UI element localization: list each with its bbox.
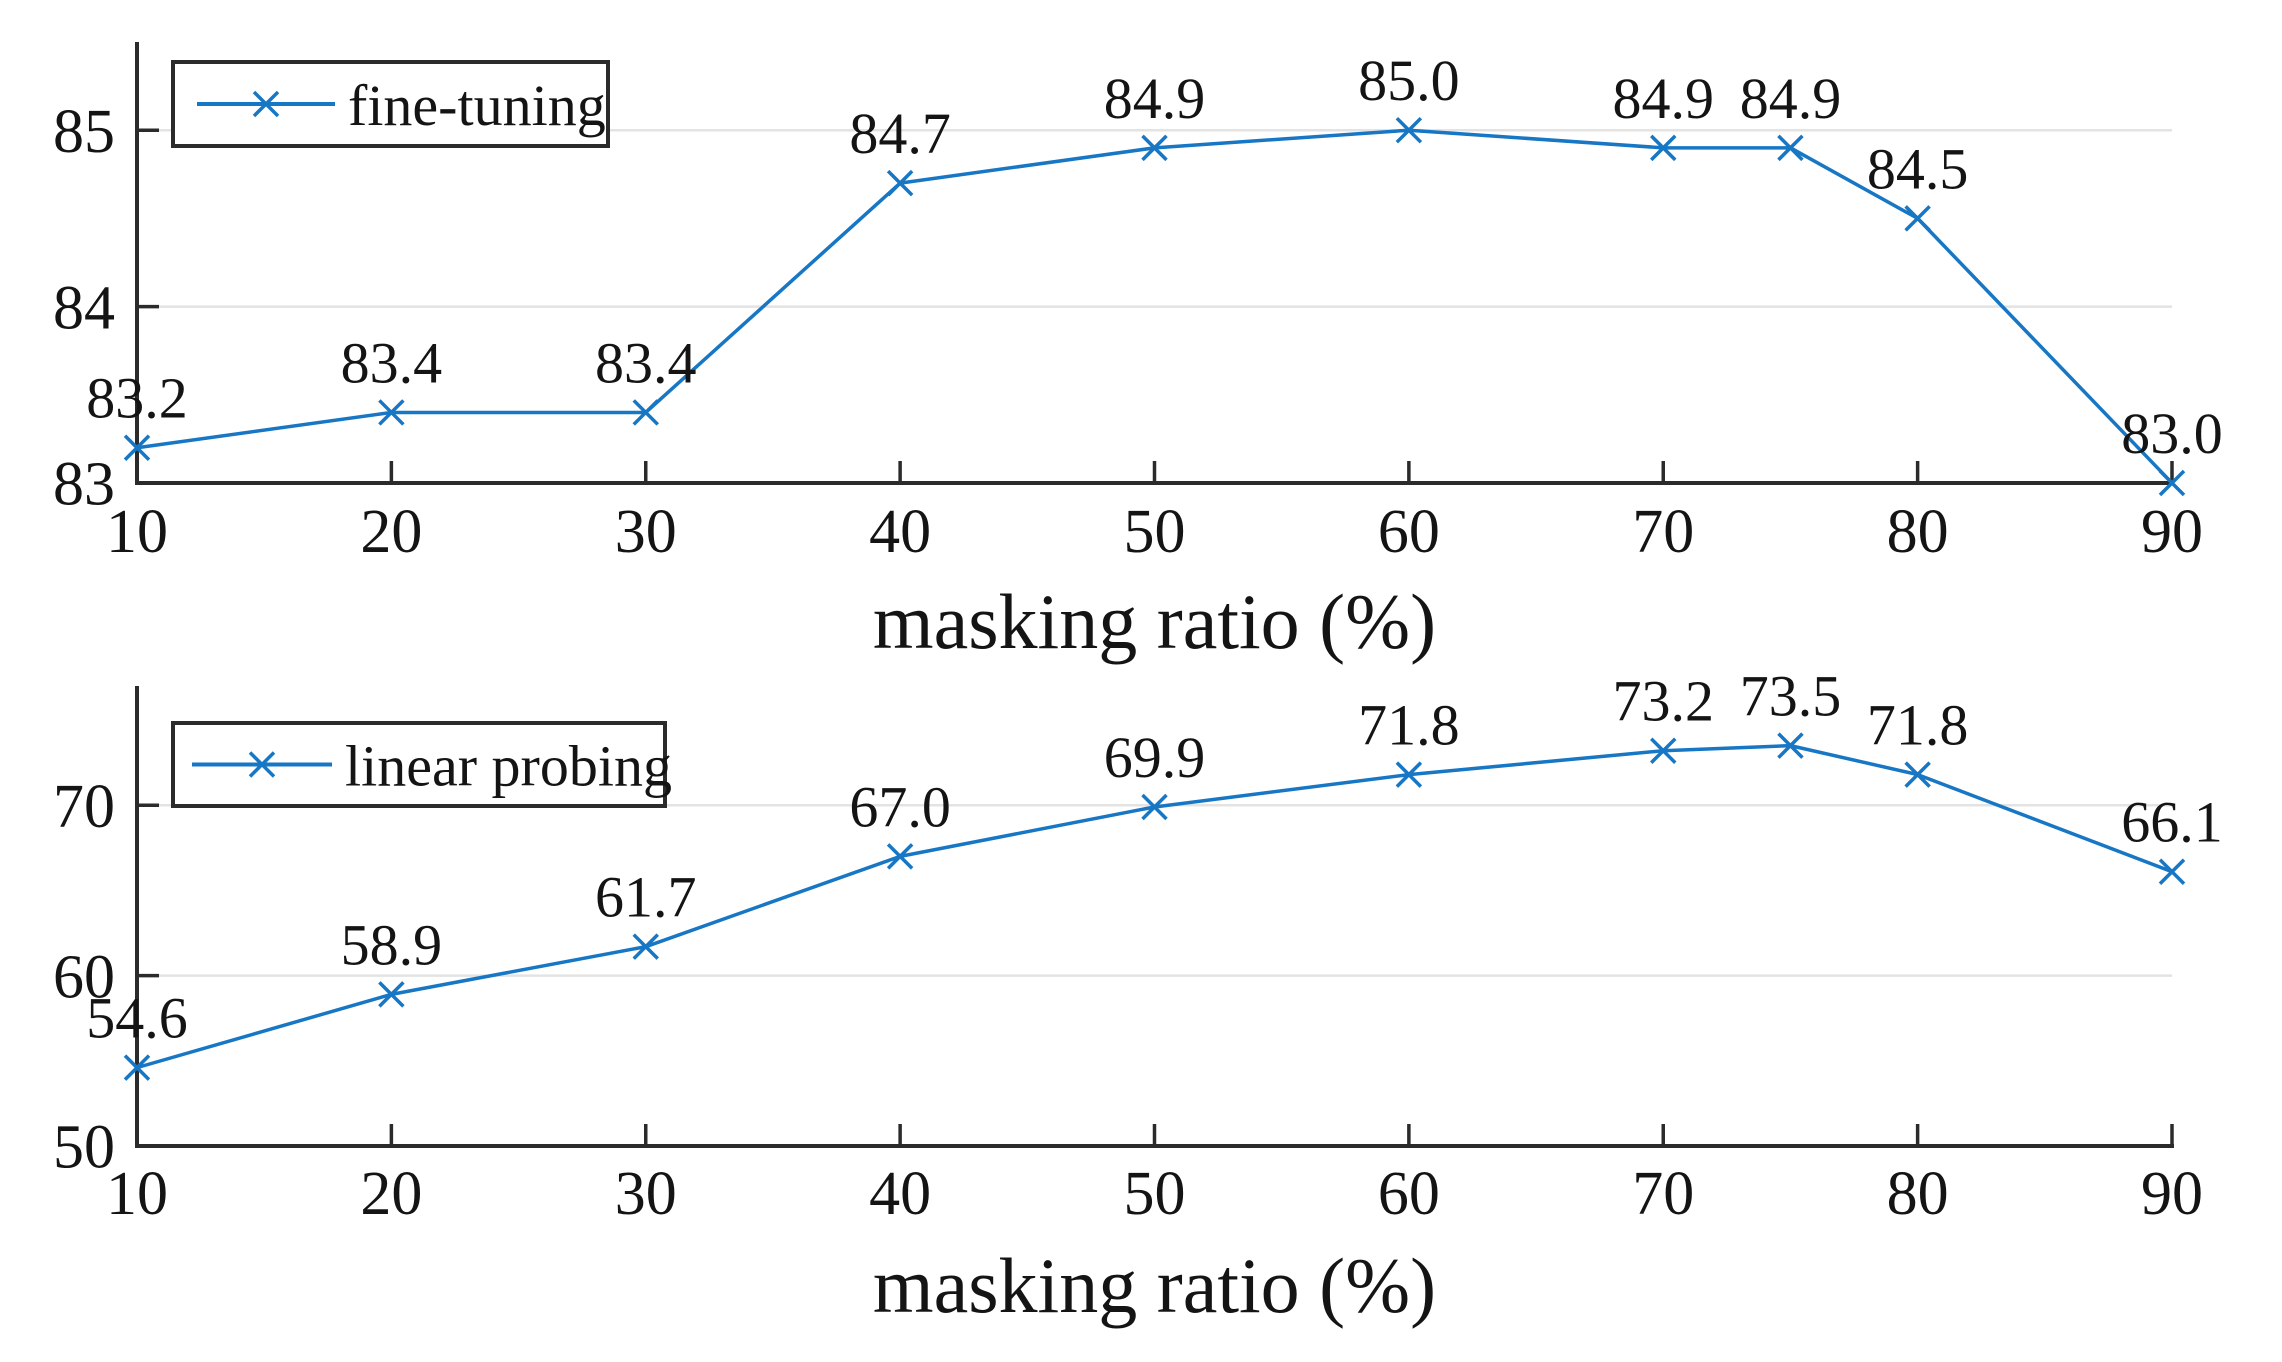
x-tick-label: 50: [1124, 1160, 1186, 1228]
x-tick-label: 70: [1632, 498, 1694, 566]
legend: linear probing: [171, 721, 672, 808]
x-tick-label: 80: [1887, 498, 1949, 566]
data-point-marker: [1141, 134, 1168, 162]
fine-tuning-chart: 10 20 30 40 50 60 70 80 90 83 84 85 masking ratio (%…: [53, 42, 2223, 665]
legend-marker-icon: [252, 90, 280, 118]
x-tick-label: 90: [2141, 498, 2203, 566]
data-point-label: 73.2: [1613, 669, 1715, 734]
data-point-marker: [1777, 134, 1804, 162]
data-point-marker: [1777, 732, 1804, 759]
data-point-marker: [632, 933, 659, 960]
x-tick-label: 70: [1632, 1160, 1694, 1228]
data-point-label: 84.9: [1104, 66, 1206, 131]
data-point-label: 84.9: [1613, 66, 1715, 131]
data-point-label: 71.8: [1358, 693, 1460, 758]
data-point-marker: [2158, 469, 2186, 497]
data-point-marker: [1650, 134, 1677, 162]
y-tick-label: 85: [53, 98, 115, 166]
x-tick-label: 10: [106, 498, 168, 566]
data-point-label: 83.4: [341, 330, 443, 395]
x-tick-label: 60: [1378, 498, 1440, 566]
x-axis-label: masking ratio (%): [873, 578, 1436, 665]
x-tick-label: 10: [106, 1160, 168, 1228]
x-tick-label: 90: [2141, 1160, 2203, 1228]
data-point-label: 83.0: [2121, 401, 2223, 466]
data-point-marker: [886, 843, 914, 870]
data-point-label: 85.0: [1358, 48, 1460, 113]
x-tick-label: 30: [615, 1160, 677, 1228]
data-point-marker: [123, 434, 151, 461]
y-tick-label: 50: [53, 1114, 115, 1182]
linear-probing-chart: 10 20 30 40 50 60 70 80 90 50 60 70 masking ratio (%…: [53, 664, 2223, 1329]
x-tick-label: 60: [1378, 1160, 1440, 1228]
x-tick-label: 20: [360, 498, 422, 566]
legend-marker-icon: [248, 751, 276, 778]
data-point-label: 83.2: [86, 366, 188, 431]
data-point-marker: [123, 1054, 151, 1081]
x-axis-label: masking ratio (%): [873, 1242, 1436, 1329]
y-tick-label: 60: [53, 943, 115, 1011]
x-tick-label: 40: [869, 498, 931, 566]
data-point-label: 67.0: [849, 774, 951, 839]
data-point-label: 61.7: [595, 865, 697, 930]
x-tick-label: 40: [869, 1160, 931, 1228]
legend-label: linear probing: [345, 733, 672, 798]
data-point-label: 73.5: [1740, 664, 1842, 729]
data-point-marker: [2158, 858, 2186, 885]
series-line: [136, 128, 2174, 485]
data-point-label: 69.9: [1104, 725, 1206, 790]
x-tick-label: 20: [360, 1160, 422, 1228]
legend: fine-tuning: [171, 60, 610, 148]
x-tick-label: 80: [1887, 1160, 1949, 1228]
data-point-label: 84.5: [1867, 136, 1969, 201]
data-point-label: 71.8: [1867, 693, 1969, 758]
data-point-marker: [378, 399, 405, 426]
y-tick-label: 83: [53, 451, 115, 519]
data-point-label: 84.9: [1740, 66, 1842, 131]
x-tick-label: 30: [615, 498, 677, 566]
data-point-marker: [378, 981, 405, 1008]
data-point-label: 66.1: [2121, 790, 2223, 855]
data-point-marker: [1904, 761, 1931, 788]
legend-label: fine-tuning: [348, 73, 606, 138]
data-point-label: 83.4: [595, 330, 697, 395]
data-point-marker: [1650, 737, 1677, 764]
data-point-label: 58.9: [341, 912, 443, 977]
series-line: [136, 743, 2173, 1070]
data-point-marker: [1141, 793, 1168, 821]
data-point-marker: [1395, 761, 1423, 788]
x-tick-label: 50: [1124, 498, 1186, 566]
data-point-label: 54.6: [86, 986, 188, 1051]
y-tick-label: 84: [53, 274, 115, 342]
data-point-label: 84.7: [849, 101, 951, 166]
data-point-marker: [1395, 116, 1423, 144]
y-tick-label: 70: [53, 773, 115, 841]
data-point-marker: [886, 169, 914, 197]
data-point-marker: [1904, 205, 1931, 232]
data-point-marker: [632, 399, 659, 426]
